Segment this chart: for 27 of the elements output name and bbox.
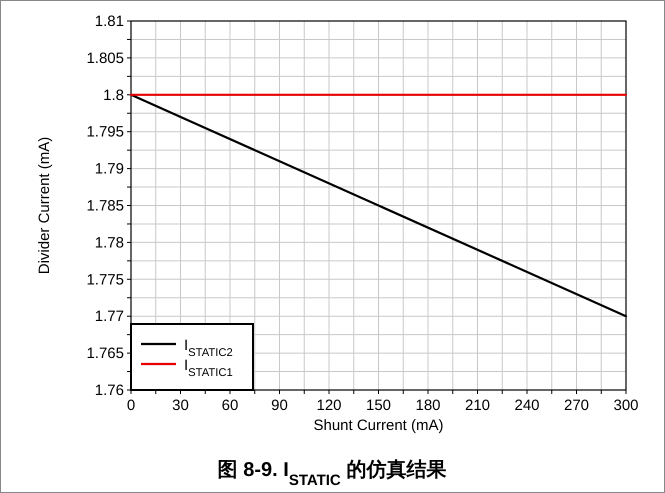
- x-tick-label: 240: [514, 397, 540, 414]
- y-tick-label: 1.76: [94, 382, 124, 399]
- y-axis-title: Divider Current (mA): [36, 136, 53, 274]
- x-tick-label: 60: [222, 397, 238, 414]
- y-tick-label: 1.77: [94, 308, 124, 326]
- y-tick-label: 1.805: [86, 50, 124, 67]
- x-axis-title: Shunt Current (mA): [313, 417, 444, 434]
- x-tick-label: 270: [564, 397, 590, 414]
- x-tick-label: 0: [126, 397, 136, 414]
- x-tick-label: 300: [613, 397, 639, 414]
- x-tick-label: 180: [415, 397, 441, 414]
- y-tick-label: 1.78: [94, 234, 124, 252]
- y-tick-label: 1.775: [86, 271, 124, 288]
- x-tick-label: 150: [366, 397, 392, 414]
- y-tick-label: 1.785: [86, 198, 124, 214]
- x-tick-label: 90: [271, 397, 288, 414]
- legend-label: I$_{STATIC1}$: [184, 357, 233, 379]
- y-tick-label: 1.79: [94, 160, 124, 178]
- y-tick-label: 1.765: [86, 345, 124, 362]
- y-tick-label: 1.795: [86, 124, 124, 141]
- x-tick-label: 120: [316, 397, 342, 414]
- legend-label: I$_{STATIC2}$: [184, 337, 233, 359]
- x-tick-label: 210: [464, 397, 490, 414]
- text: 图 8-9. I$_{STATIC}$ 的仿真结果: [218, 459, 448, 488]
- x-tick-label: 30: [172, 397, 189, 414]
- y-tick-label: 1.81: [94, 13, 124, 30]
- y-tick-label: 1.8: [103, 86, 124, 104]
